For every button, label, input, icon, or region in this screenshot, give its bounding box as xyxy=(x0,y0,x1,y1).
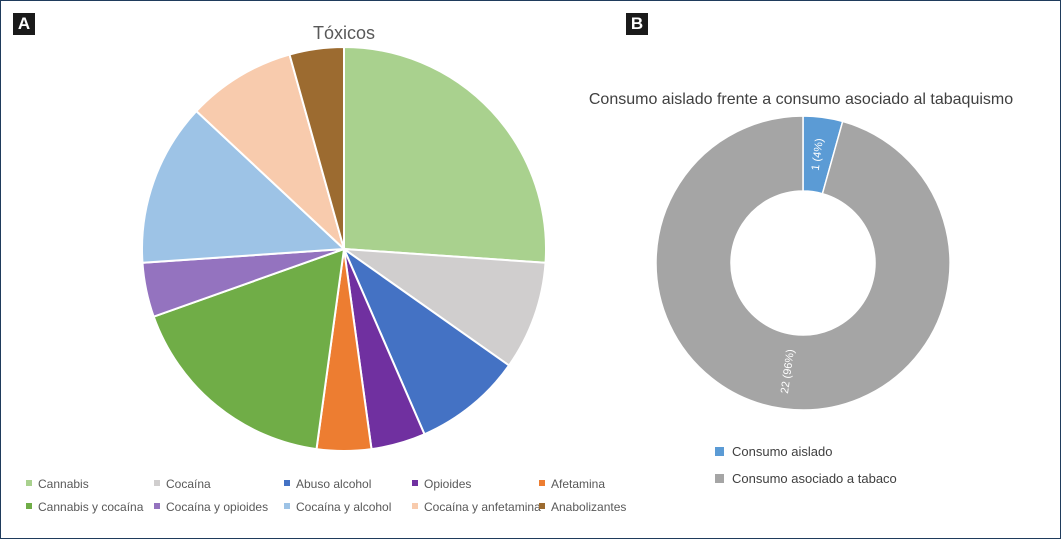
legend-label: Consumo aislado xyxy=(732,444,833,459)
pie-slice-cocaina-y-anfetamina xyxy=(194,53,346,253)
pie-slice-cannabis-y-cocaina xyxy=(152,247,346,451)
legend-swatch xyxy=(412,502,418,509)
legend-label: Cannabis y cocaína xyxy=(38,499,144,514)
legend-item-afetamina: Afetamina xyxy=(539,476,605,491)
legend-label: Cannabis xyxy=(38,476,89,491)
pie-slice-abuso-alcohol xyxy=(341,246,511,436)
pie-slice-cannabis xyxy=(343,45,547,264)
legend-swatch xyxy=(715,474,724,484)
chart-a-title: Tóxicos xyxy=(312,23,375,43)
legend-label: Cocaína y alcohol xyxy=(296,499,392,514)
legend-item-consumo-asociado-a-tabaco: Consumo asociado a tabaco xyxy=(715,471,897,486)
legend-label: Abuso alcohol xyxy=(296,476,372,491)
legend-swatch xyxy=(715,447,724,457)
legend-item-cannabis-y-cocaina: Cannabis y cocaína xyxy=(26,499,143,514)
donut-slice-consumo-asociado-a-tabaco xyxy=(655,115,951,411)
legend-item-cocaina-y-opioides: Cocaína y opioides xyxy=(154,499,268,514)
legend-label: Opioides xyxy=(424,476,472,491)
legend-swatch xyxy=(154,479,160,486)
legend-item-anabolizantes: Anabolizantes xyxy=(539,499,626,514)
pie-slice-cocaina xyxy=(340,247,547,367)
chart-b-title: Consumo aislado frente a consumo asociad… xyxy=(588,91,1014,108)
legend-swatch xyxy=(284,479,290,486)
legend-swatch xyxy=(26,502,32,509)
legend-item-abuso-alcohol: Abuso alcohol xyxy=(284,476,371,491)
legend-item-cocaina-y-alcohol: Cocaína y alcohol xyxy=(284,499,391,514)
legend-label: Anabolizantes xyxy=(551,499,627,514)
pie-slice-cocaina-y-alcohol xyxy=(141,109,347,264)
legend-swatch xyxy=(539,479,545,486)
legend-label: Consumo asociado a tabaco xyxy=(732,471,897,486)
panel-label-b: B xyxy=(626,13,648,35)
pie-slice-anabolizantes xyxy=(288,45,345,250)
legend-swatch xyxy=(539,502,545,509)
panel-label-a: A xyxy=(13,13,35,35)
legend-item-cocaina-y-anfetamina: Cocaína y anfetamina xyxy=(412,499,541,514)
legend-label: Cocaína xyxy=(166,476,211,491)
legend-item-opioides: Opioides xyxy=(412,476,471,491)
legend-label: Cocaína y opioides xyxy=(166,499,269,514)
legend-label: Afetamina xyxy=(551,476,606,491)
legend-swatch xyxy=(284,502,290,509)
legend-item-consumo-aislado: Consumo aislado xyxy=(715,444,832,459)
legend-item-cocaina: Cocaína xyxy=(154,476,211,491)
legend-item-cannabis: Cannabis xyxy=(26,476,89,491)
legend-swatch xyxy=(26,479,32,486)
legend-label: Cocaína y anfetamina xyxy=(424,499,541,514)
donut-data-label: 1 (4%) xyxy=(810,138,826,172)
legend-swatch xyxy=(154,502,160,509)
legend-swatch xyxy=(412,479,418,486)
